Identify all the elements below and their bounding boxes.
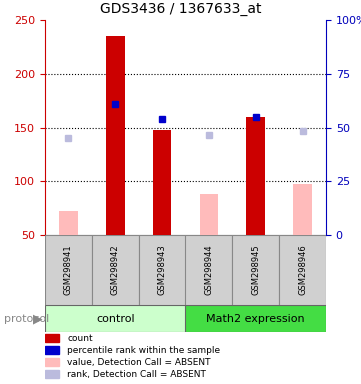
- Bar: [45, 235, 92, 305]
- Text: GDS3436 / 1367633_at: GDS3436 / 1367633_at: [100, 2, 261, 16]
- Text: count: count: [68, 334, 93, 343]
- Text: rank, Detection Call = ABSENT: rank, Detection Call = ABSENT: [68, 370, 206, 379]
- Bar: [59, 211, 78, 235]
- Bar: [45, 334, 59, 343]
- Bar: [200, 194, 218, 235]
- Text: GSM298946: GSM298946: [298, 245, 307, 295]
- Text: percentile rank within the sample: percentile rank within the sample: [68, 346, 221, 354]
- Bar: [186, 235, 232, 305]
- Text: GSM298944: GSM298944: [204, 245, 213, 295]
- Bar: [279, 235, 326, 305]
- Text: control: control: [96, 313, 135, 323]
- Bar: [293, 184, 312, 235]
- Bar: [232, 235, 279, 305]
- Text: protocol: protocol: [4, 313, 49, 323]
- Bar: [45, 305, 186, 332]
- Text: value, Detection Call = ABSENT: value, Detection Call = ABSENT: [68, 358, 211, 367]
- Bar: [186, 305, 326, 332]
- Text: GSM298943: GSM298943: [158, 245, 166, 295]
- Bar: [247, 117, 265, 235]
- Bar: [153, 130, 171, 235]
- Text: ▶: ▶: [33, 312, 43, 325]
- Text: Math2 expression: Math2 expression: [206, 313, 305, 323]
- Bar: [45, 370, 59, 379]
- Bar: [92, 235, 139, 305]
- Bar: [45, 358, 59, 366]
- Bar: [45, 346, 59, 354]
- Bar: [139, 235, 186, 305]
- Text: GSM298942: GSM298942: [111, 245, 120, 295]
- Bar: [106, 36, 125, 235]
- Text: GSM298945: GSM298945: [251, 245, 260, 295]
- Text: GSM298941: GSM298941: [64, 245, 73, 295]
